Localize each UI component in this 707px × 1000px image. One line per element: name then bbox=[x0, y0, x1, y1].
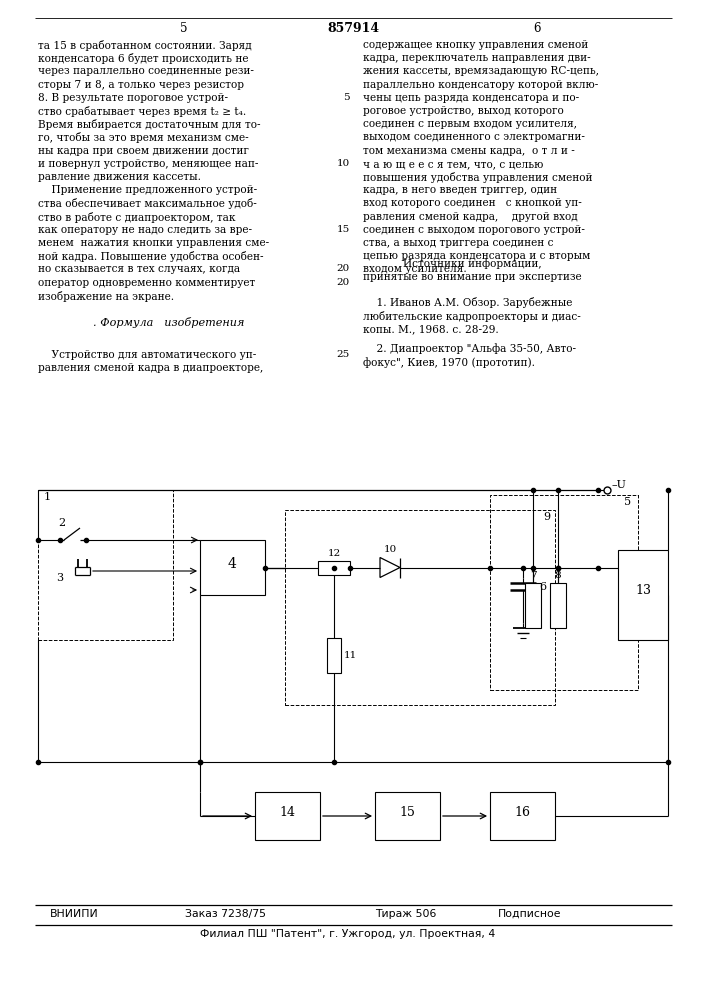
Text: . Формула   изобретения: . Формула изобретения bbox=[93, 317, 245, 328]
Text: ства, а выход триггера соединен с: ства, а выход триггера соединен с bbox=[363, 238, 554, 248]
Bar bbox=[490, 792, 555, 840]
Text: 1: 1 bbox=[44, 492, 51, 502]
Text: 9: 9 bbox=[543, 512, 550, 522]
Text: принятые во внимание при экспертизе: принятые во внимание при экспертизе bbox=[363, 272, 582, 282]
Text: кадра, в него введен триггер, один: кадра, в него введен триггер, один bbox=[363, 185, 557, 195]
Text: оператор одновременно комментирует: оператор одновременно комментирует bbox=[38, 278, 255, 288]
Text: Источники информации,: Источники информации, bbox=[403, 258, 542, 269]
Text: Филиал ПШ "Патент", г. Ужгород, ул. Проектная, 4: Филиал ПШ "Патент", г. Ужгород, ул. Прое… bbox=[200, 929, 495, 939]
Text: Применение предложенного устрой-: Применение предложенного устрой- bbox=[38, 185, 257, 195]
Text: цепью разряда конденсатора и с вторым: цепью разряда конденсатора и с вторым bbox=[363, 251, 590, 261]
Bar bbox=[327, 638, 341, 672]
Text: 2. Диапроектор "Альфа 35-50, Авто-: 2. Диапроектор "Альфа 35-50, Авто- bbox=[363, 344, 576, 354]
Text: чены цепь разряда конденсатора и по-: чены цепь разряда конденсатора и по- bbox=[363, 93, 579, 103]
Text: ны кадра при своем движении достиг: ны кадра при своем движении достиг bbox=[38, 146, 249, 156]
Text: 8. В результате пороговое устрой-: 8. В результате пороговое устрой- bbox=[38, 93, 228, 103]
Text: и повернул устройство, меняющее нап-: и повернул устройство, меняющее нап- bbox=[38, 159, 258, 169]
Text: го, чтобы за это время механизм сме-: го, чтобы за это время механизм сме- bbox=[38, 132, 249, 143]
Bar bbox=[200, 540, 265, 595]
Text: кадра, переключатель направления дви-: кадра, переключатель направления дви- bbox=[363, 53, 590, 63]
Text: равления сменой кадра в диапроекторе,: равления сменой кадра в диапроекторе, bbox=[38, 363, 263, 373]
Text: соединен с выходом порогового устрой-: соединен с выходом порогового устрой- bbox=[363, 225, 585, 235]
Text: 10: 10 bbox=[383, 546, 397, 554]
Text: ство срабатывает через время t₂ ≥ t₄.: ство срабатывает через время t₂ ≥ t₄. bbox=[38, 106, 246, 117]
Text: роговое устройство, выход которого: роговое устройство, выход которого bbox=[363, 106, 563, 116]
Text: 11: 11 bbox=[344, 650, 357, 660]
Text: через параллельно соединенные рези-: через параллельно соединенные рези- bbox=[38, 66, 254, 76]
Text: равления сменой кадра,    другой вход: равления сменой кадра, другой вход bbox=[363, 212, 578, 222]
Text: 7: 7 bbox=[530, 570, 537, 580]
Text: Время выбирается достаточным для то-: Время выбирается достаточным для то- bbox=[38, 119, 260, 130]
Text: Тираж 506: Тираж 506 bbox=[375, 909, 436, 919]
Text: изображение на экране.: изображение на экране. bbox=[38, 291, 174, 302]
Text: ства обеспечивает максимальное удоб-: ства обеспечивает максимальное удоб- bbox=[38, 198, 257, 209]
Text: 5: 5 bbox=[624, 497, 631, 507]
Bar bbox=[618, 550, 668, 640]
Bar bbox=[525, 582, 541, 628]
Bar bbox=[550, 582, 566, 628]
Text: 5: 5 bbox=[180, 22, 187, 35]
Text: копы. М., 1968. с. 28-29.: копы. М., 1968. с. 28-29. bbox=[363, 324, 498, 334]
Text: 4: 4 bbox=[228, 556, 237, 570]
Text: 8: 8 bbox=[555, 570, 561, 580]
Text: 20: 20 bbox=[337, 264, 350, 273]
Text: 12: 12 bbox=[327, 548, 341, 558]
Text: 3: 3 bbox=[56, 573, 63, 583]
Bar bbox=[375, 792, 440, 840]
Text: –U: –U bbox=[612, 480, 627, 490]
Text: том механизма смены кадра,  о т л и -: том механизма смены кадра, о т л и - bbox=[363, 146, 575, 156]
Text: но сказывается в тех случаях, когда: но сказывается в тех случаях, когда bbox=[38, 264, 240, 274]
Text: соединен с первым входом усилителя,: соединен с первым входом усилителя, bbox=[363, 119, 577, 129]
Text: вход которого соединен   с кнопкой уп-: вход которого соединен с кнопкой уп- bbox=[363, 198, 582, 208]
Text: 857914: 857914 bbox=[327, 22, 380, 35]
Text: фокус", Киев, 1970 (прототип).: фокус", Киев, 1970 (прототип). bbox=[363, 357, 535, 368]
Text: 5: 5 bbox=[344, 93, 350, 102]
Text: ВНИИПИ: ВНИИПИ bbox=[50, 909, 99, 919]
Text: 1. Иванов А.М. Обзор. Зарубежные: 1. Иванов А.М. Обзор. Зарубежные bbox=[363, 297, 573, 308]
Text: 10: 10 bbox=[337, 159, 350, 168]
Text: 16: 16 bbox=[515, 806, 530, 818]
Bar bbox=[255, 792, 320, 840]
Text: 15: 15 bbox=[337, 225, 350, 234]
Bar bbox=[38, 490, 173, 640]
Text: как оператору не надо следить за вре-: как оператору не надо следить за вре- bbox=[38, 225, 252, 235]
Text: ство в работе с диапроектором, так: ство в работе с диапроектором, так bbox=[38, 212, 235, 223]
Text: та 15 в сработанном состоянии. Заряд: та 15 в сработанном состоянии. Заряд bbox=[38, 40, 252, 51]
Text: 20: 20 bbox=[337, 278, 350, 287]
Bar bbox=[490, 495, 638, 690]
Text: равление движения кассеты.: равление движения кассеты. bbox=[38, 172, 201, 182]
Bar bbox=[318, 560, 350, 574]
Text: жения кассеты, времязадающую RC-цепь,: жения кассеты, времязадающую RC-цепь, bbox=[363, 66, 599, 76]
Text: выходом соединенного с электромагни-: выходом соединенного с электромагни- bbox=[363, 132, 585, 142]
Bar bbox=[285, 510, 555, 705]
Text: сторы 7 и 8, а только через резистор: сторы 7 и 8, а только через резистор bbox=[38, 80, 244, 90]
Text: Устройство для автоматического уп-: Устройство для автоматического уп- bbox=[38, 350, 256, 360]
Text: содержащее кнопку управления сменой: содержащее кнопку управления сменой bbox=[363, 40, 588, 50]
Text: 25: 25 bbox=[337, 350, 350, 359]
Text: 6: 6 bbox=[539, 582, 546, 591]
Text: ч а ю щ е е с я тем, что, с целью: ч а ю щ е е с я тем, что, с целью bbox=[363, 159, 544, 169]
Text: 14: 14 bbox=[279, 806, 296, 818]
Text: менем  нажатия кнопки управления сме-: менем нажатия кнопки управления сме- bbox=[38, 238, 269, 248]
Text: Заказ 7238/75: Заказ 7238/75 bbox=[185, 909, 266, 919]
Text: 13: 13 bbox=[635, 584, 651, 597]
Text: конденсатора 6 будет происходить не: конденсатора 6 будет происходить не bbox=[38, 53, 248, 64]
Text: Подписное: Подписное bbox=[498, 909, 561, 919]
Text: 2: 2 bbox=[58, 518, 65, 528]
Text: входом усилителя.: входом усилителя. bbox=[363, 264, 467, 274]
Text: 15: 15 bbox=[399, 806, 416, 818]
Text: параллельно конденсатору которой вклю-: параллельно конденсатору которой вклю- bbox=[363, 80, 598, 90]
Text: любительские кадропроекторы и диас-: любительские кадропроекторы и диас- bbox=[363, 311, 580, 322]
Text: ной кадра. Повышение удобства особен-: ной кадра. Повышение удобства особен- bbox=[38, 251, 264, 262]
Text: повышения удобства управления сменой: повышения удобства управления сменой bbox=[363, 172, 592, 183]
Text: 6: 6 bbox=[534, 22, 541, 35]
